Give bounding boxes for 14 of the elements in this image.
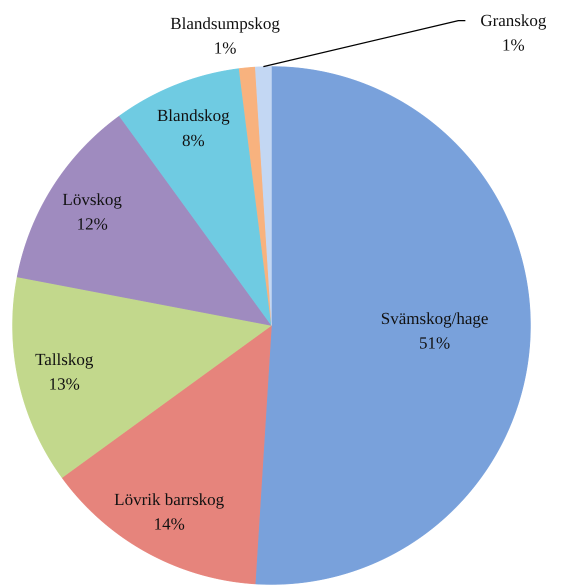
data-label: 1% <box>214 38 236 58</box>
data-label: 8% <box>182 130 205 150</box>
slice-label: Granskog <box>480 10 547 30</box>
data-label: 12% <box>76 214 108 234</box>
data-label: 1% <box>502 35 525 54</box>
data-label: 13% <box>48 374 80 394</box>
slice-label: Lövrik barrskog <box>114 490 225 509</box>
slice-label: Tallskog <box>35 350 94 369</box>
slice-label: Blandskog <box>156 106 230 126</box>
slice-label: Lövskog <box>62 190 122 209</box>
data-label: 51% <box>419 333 450 352</box>
slice-label: Blandsumpskog <box>170 14 280 33</box>
data-label: 14% <box>154 514 185 534</box>
slice-label: Svämskog/hage <box>380 308 488 328</box>
